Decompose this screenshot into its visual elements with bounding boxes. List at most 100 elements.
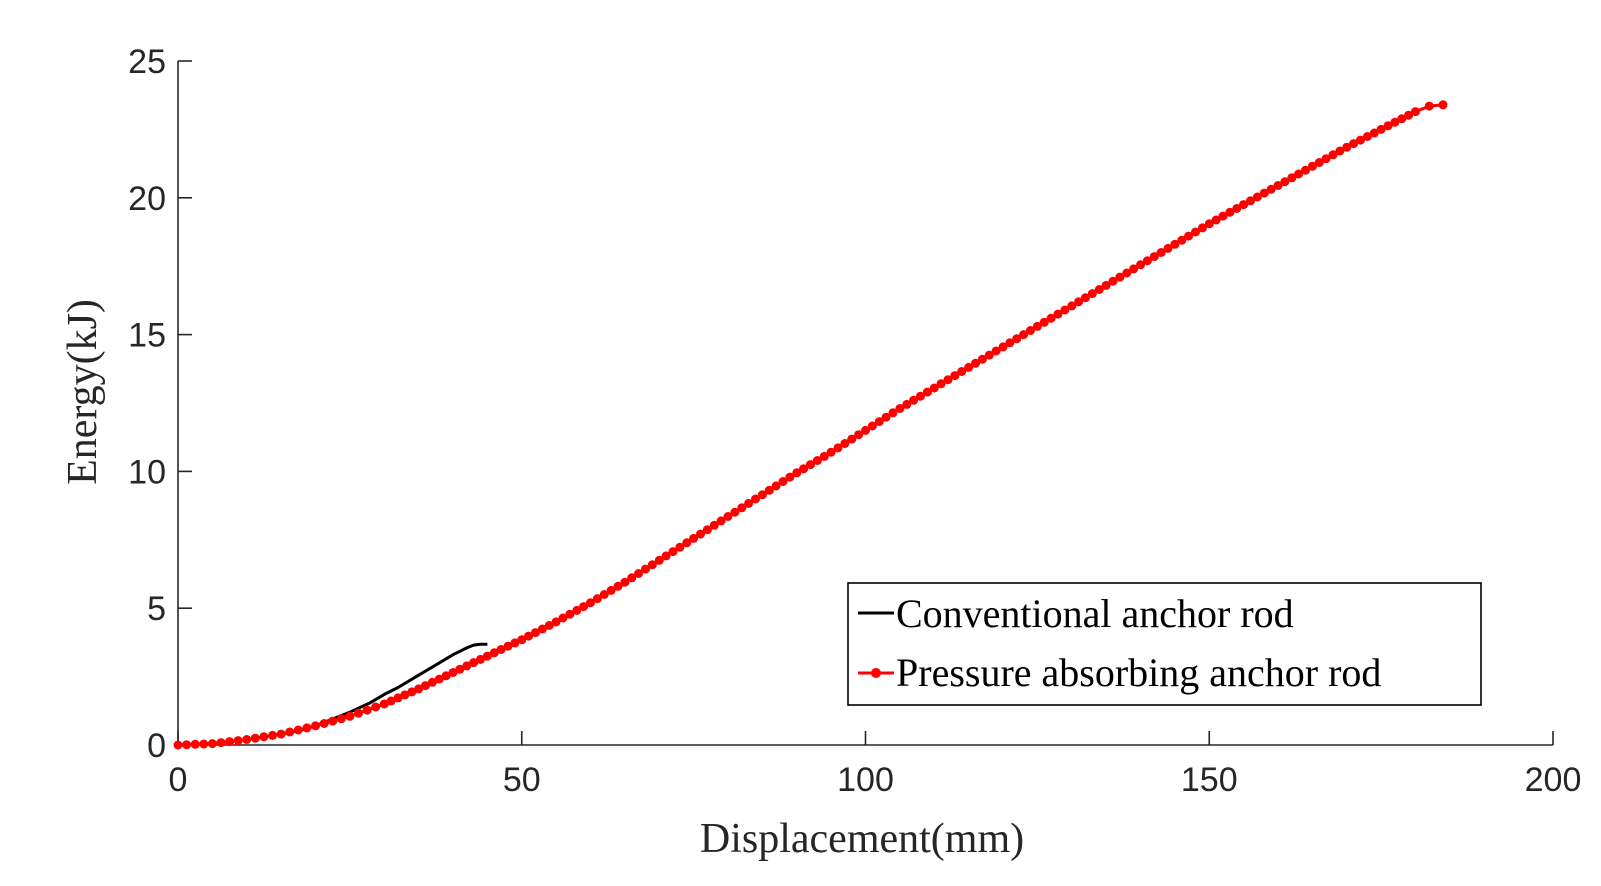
data-point <box>1342 142 1352 152</box>
data-point <box>1280 177 1290 187</box>
data-point <box>400 690 410 700</box>
data-point <box>1032 321 1042 331</box>
data-point <box>1369 128 1379 138</box>
data-point <box>1067 301 1077 311</box>
data-point <box>957 367 967 376</box>
data-point <box>537 624 547 634</box>
data-point <box>984 350 994 360</box>
data-point <box>1246 196 1255 206</box>
data-point <box>874 417 884 427</box>
data-point <box>565 609 575 619</box>
data-point <box>806 460 815 470</box>
data-point <box>689 533 699 543</box>
data-point <box>293 725 303 735</box>
data-point <box>328 716 338 726</box>
data-point <box>441 671 451 681</box>
plot-series <box>173 100 1448 750</box>
y-tick-label: 10 <box>128 453 166 491</box>
data-point <box>1411 107 1420 117</box>
data-point <box>1087 289 1097 299</box>
data-point <box>675 542 685 552</box>
data-point <box>895 404 905 413</box>
y-tick-label: 5 <box>147 590 166 628</box>
data-point <box>723 512 733 521</box>
data-point <box>1273 181 1283 190</box>
data-point <box>517 635 527 645</box>
data-point <box>393 693 403 703</box>
data-point <box>225 737 235 747</box>
data-point <box>421 681 430 691</box>
data-point <box>216 738 226 748</box>
y-tick-label: 15 <box>128 317 166 355</box>
data-point <box>751 494 760 504</box>
data-point <box>1039 317 1049 327</box>
data-point <box>757 490 767 500</box>
data-point <box>1335 146 1345 156</box>
data-point <box>764 485 774 495</box>
data-point <box>407 687 417 697</box>
data-point <box>971 358 980 368</box>
data-point <box>613 581 623 591</box>
data-point <box>1115 272 1125 282</box>
data-point <box>1266 184 1276 194</box>
data-point <box>661 551 671 561</box>
data-point <box>1211 215 1221 225</box>
data-point <box>259 732 269 742</box>
data-point <box>285 727 295 737</box>
data-point <box>902 399 912 409</box>
data-point <box>682 538 692 548</box>
data-point <box>916 391 925 401</box>
data-point <box>1438 100 1448 110</box>
data-point <box>531 628 540 638</box>
data-point <box>1184 231 1194 241</box>
x-tick-label: 50 <box>503 761 541 799</box>
legend-marker-pressure-absorbing <box>871 668 881 678</box>
data-point <box>448 668 458 677</box>
data-point <box>345 711 355 721</box>
y-tick-label: 25 <box>128 43 166 81</box>
data-point <box>1163 243 1173 253</box>
data-point <box>1362 132 1372 141</box>
data-point <box>1197 223 1207 233</box>
data-point <box>524 631 534 641</box>
data-point <box>1204 219 1214 229</box>
data-point <box>847 434 857 444</box>
data-point <box>998 342 1008 352</box>
data-point <box>867 421 877 431</box>
data-point <box>730 507 740 517</box>
data-point <box>964 362 974 372</box>
data-point <box>1307 161 1317 171</box>
data-point <box>250 733 260 743</box>
data-point <box>1321 154 1331 164</box>
data-point <box>1060 305 1070 315</box>
data-point <box>1170 239 1180 249</box>
data-point <box>173 740 183 750</box>
data-point <box>586 598 595 608</box>
data-point <box>840 439 850 448</box>
data-point <box>771 481 781 491</box>
data-point <box>302 723 312 733</box>
data-point <box>268 730 277 740</box>
data-point <box>1390 117 1400 127</box>
data-point <box>354 708 363 718</box>
data-point <box>558 613 568 623</box>
data-point <box>572 605 582 615</box>
x-tick-label: 0 <box>169 761 188 799</box>
data-point <box>950 371 960 381</box>
data-point <box>599 590 609 599</box>
data-point <box>826 447 836 457</box>
data-point <box>1287 173 1297 183</box>
data-point <box>579 602 589 612</box>
data-point <box>371 702 381 712</box>
data-point <box>778 477 788 486</box>
data-point <box>1136 260 1145 270</box>
data-point <box>414 684 424 694</box>
data-point <box>1149 252 1159 262</box>
series-line-conventional-anchor-rod <box>177 642 488 747</box>
data-point <box>592 594 602 604</box>
data-point <box>1108 276 1118 286</box>
data-point <box>812 456 822 465</box>
data-point <box>276 729 286 739</box>
data-point <box>362 705 372 715</box>
